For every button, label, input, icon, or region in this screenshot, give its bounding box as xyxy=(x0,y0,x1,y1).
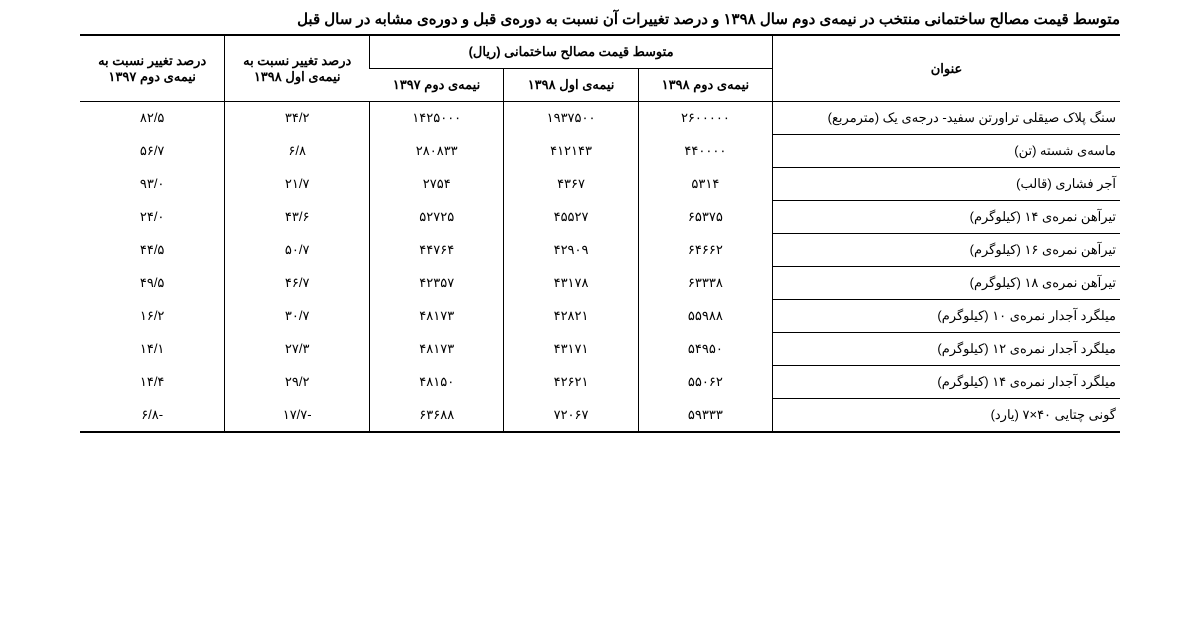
price-value: ۴۳۱۷۸ xyxy=(504,267,638,300)
price-value: ۵۳۱۴ xyxy=(638,168,772,201)
pct-change: ۱۴/۱ xyxy=(80,333,225,366)
material-name: سنگ پلاک صیقلی تراورتن سفید- درجه‌ی یک (… xyxy=(773,102,1120,135)
material-name: تیرآهن نمره‌ی ۱۶ (کیلوگرم) xyxy=(773,234,1120,267)
material-name: میلگرد آجدار نمره‌ی ۱۰ (کیلوگرم) xyxy=(773,300,1120,333)
col-header-name: عنوان xyxy=(773,35,1120,102)
pct-change: ۳۴/۲ xyxy=(225,102,370,135)
price-value: ۴۳۶۷ xyxy=(504,168,638,201)
col-subheader-h2-1397: نیمه‌ی دوم ۱۳۹۷ xyxy=(370,69,504,102)
material-name: میلگرد آجدار نمره‌ی ۱۲ (کیلوگرم) xyxy=(773,333,1120,366)
material-name: ماسه‌ی شسته (تن) xyxy=(773,135,1120,168)
table-body: سنگ پلاک صیقلی تراورتن سفید- درجه‌ی یک (… xyxy=(80,102,1120,433)
price-value: ۵۵۹۸۸ xyxy=(638,300,772,333)
pct-change: ۴۶/۷ xyxy=(225,267,370,300)
pct-change: ۵۰/۷ xyxy=(225,234,370,267)
pct-change: ۸۲/۵ xyxy=(80,102,225,135)
pct-change: ۲۷/۳ xyxy=(225,333,370,366)
table-row: گونی چتایی ۴۰×۷ (یارد)۵۹۳۳۳۷۲۰۶۷۶۳۶۸۸-۱۷… xyxy=(80,399,1120,433)
price-value: ۲۶۰۰۰۰۰ xyxy=(638,102,772,135)
price-value: ۴۳۱۷۱ xyxy=(504,333,638,366)
material-name: میلگرد آجدار نمره‌ی ۱۴ (کیلوگرم) xyxy=(773,366,1120,399)
table-row: میلگرد آجدار نمره‌ی ۱۲ (کیلوگرم)۵۴۹۵۰۴۳۱… xyxy=(80,333,1120,366)
price-value: ۵۴۹۵۰ xyxy=(638,333,772,366)
price-value: ۴۸۱۵۰ xyxy=(370,366,504,399)
table-title: متوسط قیمت مصالح ساختمانی منتخب در نیمه‌… xyxy=(80,10,1120,28)
price-value: ۴۴۰۰۰۰ xyxy=(638,135,772,168)
price-value: ۵۲۷۲۵ xyxy=(370,201,504,234)
material-name: گونی چتایی ۴۰×۷ (یارد) xyxy=(773,399,1120,433)
table-row: میلگرد آجدار نمره‌ی ۱۴ (کیلوگرم)۵۵۰۶۲۴۲۶… xyxy=(80,366,1120,399)
pct-change: ۲۹/۲ xyxy=(225,366,370,399)
price-value: ۷۲۰۶۷ xyxy=(504,399,638,433)
price-value: ۴۴۷۶۴ xyxy=(370,234,504,267)
pct-change: ۴۹/۵ xyxy=(80,267,225,300)
table-row: سنگ پلاک صیقلی تراورتن سفید- درجه‌ی یک (… xyxy=(80,102,1120,135)
price-value: ۴۲۶۲۱ xyxy=(504,366,638,399)
pct-change: ۱۶/۲ xyxy=(80,300,225,333)
price-value: ۲۷۵۴ xyxy=(370,168,504,201)
pct-change: ۲۴/۰ xyxy=(80,201,225,234)
col-header-price-group: متوسط قیمت مصالح ساختمانی (ریال) xyxy=(370,35,773,69)
price-value: ۴۱۲۱۴۳ xyxy=(504,135,638,168)
price-value: ۵۹۳۳۳ xyxy=(638,399,772,433)
pct-change: ۹۳/۰ xyxy=(80,168,225,201)
price-value: ۶۳۳۳۸ xyxy=(638,267,772,300)
price-value: ۲۸۰۸۳۳ xyxy=(370,135,504,168)
price-value: ۴۵۵۲۷ xyxy=(504,201,638,234)
price-value: ۴۸۱۷۳ xyxy=(370,333,504,366)
pct-change: ۵۶/۷ xyxy=(80,135,225,168)
material-name: تیرآهن نمره‌ی ۱۴ (کیلوگرم) xyxy=(773,201,1120,234)
price-value: ۴۲۹۰۹ xyxy=(504,234,638,267)
table-row: تیرآهن نمره‌ی ۱۴ (کیلوگرم)۶۵۳۷۵۴۵۵۲۷۵۲۷۲… xyxy=(80,201,1120,234)
price-value: ۶۵۳۷۵ xyxy=(638,201,772,234)
table-row: آجر فشاری (قالب)۵۳۱۴۴۳۶۷۲۷۵۴۲۱/۷۹۳/۰ xyxy=(80,168,1120,201)
pct-change: ۳۰/۷ xyxy=(225,300,370,333)
col-header-pct-prev-half: درصد تغییر نسبت به نیمه‌ی اول ۱۳۹۸ xyxy=(225,35,370,102)
pct-change: ۶/۸ xyxy=(225,135,370,168)
pct-change: -۱۷/۷ xyxy=(225,399,370,433)
price-value: ۴۲۸۲۱ xyxy=(504,300,638,333)
materials-price-table: عنوان متوسط قیمت مصالح ساختمانی (ریال) د… xyxy=(80,34,1120,433)
pct-change: ۴۳/۶ xyxy=(225,201,370,234)
price-value: ۶۳۶۸۸ xyxy=(370,399,504,433)
pct-change: -۶/۸ xyxy=(80,399,225,433)
price-value: ۱۴۲۵۰۰۰ xyxy=(370,102,504,135)
price-value: ۶۴۶۶۲ xyxy=(638,234,772,267)
table-row: تیرآهن نمره‌ی ۱۸ (کیلوگرم)۶۳۳۳۸۴۳۱۷۸۴۲۳۵… xyxy=(80,267,1120,300)
price-value: ۴۲۳۵۷ xyxy=(370,267,504,300)
material-name: آجر فشاری (قالب) xyxy=(773,168,1120,201)
table-row: ماسه‌ی شسته (تن)۴۴۰۰۰۰۴۱۲۱۴۳۲۸۰۸۳۳۶/۸۵۶/… xyxy=(80,135,1120,168)
price-value: ۴۸۱۷۳ xyxy=(370,300,504,333)
col-header-pct-prev-year: درصد تغییر نسبت به نیمه‌ی دوم ۱۳۹۷ xyxy=(80,35,225,102)
price-value: ۱۹۳۷۵۰۰ xyxy=(504,102,638,135)
table-row: تیرآهن نمره‌ی ۱۶ (کیلوگرم)۶۴۶۶۲۴۲۹۰۹۴۴۷۶… xyxy=(80,234,1120,267)
col-subheader-h2-1398: نیمه‌ی دوم ۱۳۹۸ xyxy=(638,69,772,102)
material-name: تیرآهن نمره‌ی ۱۸ (کیلوگرم) xyxy=(773,267,1120,300)
table-row: میلگرد آجدار نمره‌ی ۱۰ (کیلوگرم)۵۵۹۸۸۴۲۸… xyxy=(80,300,1120,333)
price-value: ۵۵۰۶۲ xyxy=(638,366,772,399)
pct-change: ۴۴/۵ xyxy=(80,234,225,267)
pct-change: ۲۱/۷ xyxy=(225,168,370,201)
pct-change: ۱۴/۴ xyxy=(80,366,225,399)
col-subheader-h1-1398: نیمه‌ی اول ۱۳۹۸ xyxy=(504,69,638,102)
